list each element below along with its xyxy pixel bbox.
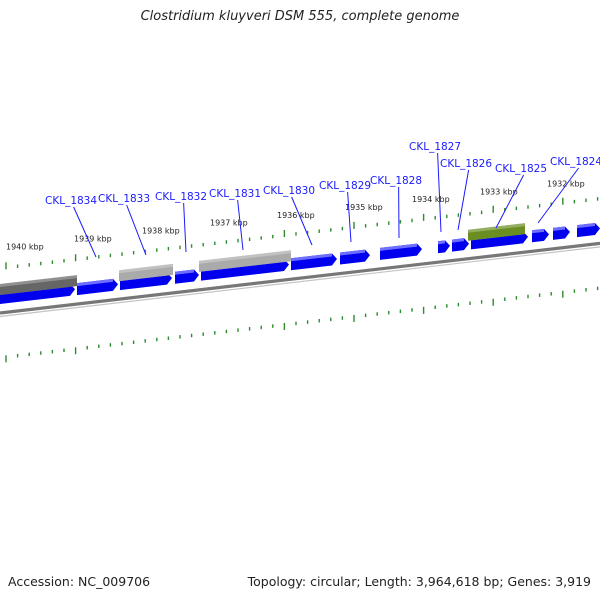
rna-feature-highlight xyxy=(119,263,173,274)
cds-arrow-highlight xyxy=(175,269,194,275)
rna-feature[interactable] xyxy=(199,250,291,272)
cds-arrow-highlight xyxy=(577,222,595,229)
kbp-label: 1937 kbp xyxy=(210,219,248,228)
gene-label: CKL_1833 xyxy=(98,193,150,205)
backbone-shadow-line xyxy=(0,246,600,318)
kbp-label: 1940 kbp xyxy=(6,242,44,251)
gene-leader-line xyxy=(495,174,525,229)
gene-label: CKL_1824 xyxy=(550,156,600,168)
gene-label: CKL_1826 xyxy=(440,158,492,170)
gene-label: CKL_1831 xyxy=(209,188,261,200)
gene-label: CKL_1830 xyxy=(263,185,315,197)
rna-feature-highlight xyxy=(199,250,291,264)
kbp-label: 1938 kbp xyxy=(142,227,180,236)
gene-leader-line xyxy=(437,152,442,233)
gene-label: CKL_1825 xyxy=(495,163,547,175)
cds-arrow-highlight xyxy=(77,278,113,287)
gene-leader-line xyxy=(537,167,580,224)
gene-leader-line xyxy=(347,191,352,243)
gene-leader-line xyxy=(73,206,97,258)
cds-arrow-highlight xyxy=(532,228,544,234)
gene-label: CKL_1828 xyxy=(370,175,422,187)
gene-leader-line xyxy=(183,202,187,253)
accession-text: Accession: NC_009706 xyxy=(8,574,151,589)
cds-arrow-highlight xyxy=(340,249,365,256)
gene-leader-line xyxy=(237,199,244,251)
gene-label: CKL_1834 xyxy=(45,195,97,207)
kbp-label: 1939 kbp xyxy=(74,234,112,243)
cds-arrow[interactable] xyxy=(0,283,75,304)
cds-arrow-highlight xyxy=(452,238,464,243)
gene-leader-line xyxy=(291,196,313,246)
cds-arrow-highlight xyxy=(291,253,332,262)
backbone-line xyxy=(0,241,600,315)
gene-label: CKL_1832 xyxy=(155,191,207,203)
cds-arrow-highlight xyxy=(438,240,445,245)
kbp-label: 1932 kbp xyxy=(547,180,585,189)
map-title: Clostridium kluyveri DSM 555, complete g… xyxy=(140,9,460,24)
cds-arrow-highlight xyxy=(553,226,565,231)
cds-arrow[interactable] xyxy=(201,259,289,281)
rna-feature[interactable] xyxy=(119,263,173,282)
gene-leader-line xyxy=(126,204,147,256)
rna-feature-dark[interactable] xyxy=(0,275,77,295)
rna-feature-dark-highlight xyxy=(0,275,77,287)
green-feature[interactable] xyxy=(468,223,525,241)
gene-label: CKL_1829 xyxy=(319,180,371,192)
kbp-label: 1935 kbp xyxy=(345,203,383,212)
kbp-label: 1936 kbp xyxy=(277,211,315,220)
kbp-label: 1934 kbp xyxy=(412,195,450,204)
genome-info-text: Topology: circular; Length: 3,964,618 bp… xyxy=(247,574,591,589)
cds-arrow-highlight xyxy=(380,243,417,251)
kbp-label: 1933 kbp xyxy=(480,187,518,196)
gene-label: CKL_1827 xyxy=(409,141,461,153)
gene-leader-line xyxy=(457,169,470,231)
